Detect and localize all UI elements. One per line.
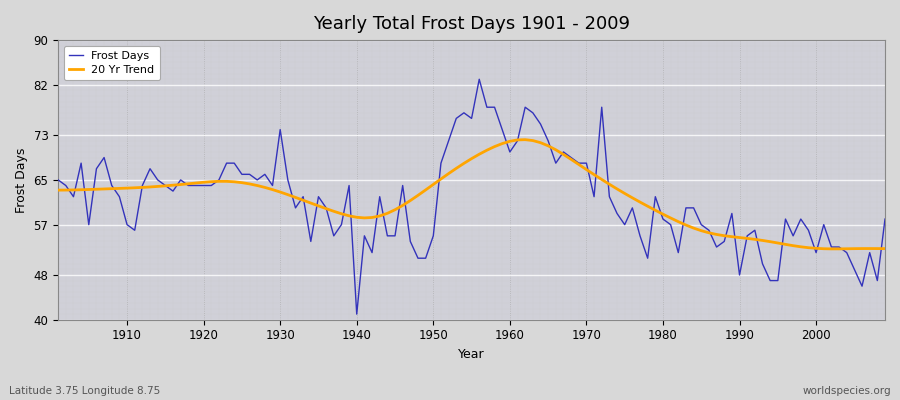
20 Yr Trend [604, 182, 615, 187]
Y-axis label: Frost Days: Frost Days [15, 147, 28, 213]
Frost Days [473, 77, 484, 82]
20 Yr Trend [497, 141, 508, 146]
Frost Days [114, 194, 125, 199]
Line: Frost Days: Frost Days [58, 79, 885, 314]
20 Yr Trend [53, 188, 64, 192]
Text: Latitude 3.75 Longitude 8.75: Latitude 3.75 Longitude 8.75 [9, 386, 160, 396]
Frost Days [351, 312, 362, 316]
Frost Days [612, 211, 623, 216]
20 Yr Trend [520, 137, 531, 142]
20 Yr Trend [114, 186, 125, 191]
Frost Days [512, 138, 523, 143]
20 Yr Trend [505, 139, 516, 144]
Frost Days [520, 105, 531, 110]
20 Yr Trend [826, 246, 837, 251]
Line: 20 Yr Trend: 20 Yr Trend [58, 140, 885, 249]
Frost Days [328, 234, 339, 238]
20 Yr Trend [283, 192, 293, 197]
20 Yr Trend [328, 209, 339, 214]
Text: worldspecies.org: worldspecies.org [803, 386, 891, 396]
Legend: Frost Days, 20 Yr Trend: Frost Days, 20 Yr Trend [64, 46, 160, 80]
Frost Days [53, 178, 64, 182]
20 Yr Trend [879, 246, 890, 251]
Title: Yearly Total Frost Days 1901 - 2009: Yearly Total Frost Days 1901 - 2009 [313, 15, 630, 33]
X-axis label: Year: Year [458, 348, 485, 361]
Frost Days [283, 178, 293, 182]
Frost Days [879, 217, 890, 222]
